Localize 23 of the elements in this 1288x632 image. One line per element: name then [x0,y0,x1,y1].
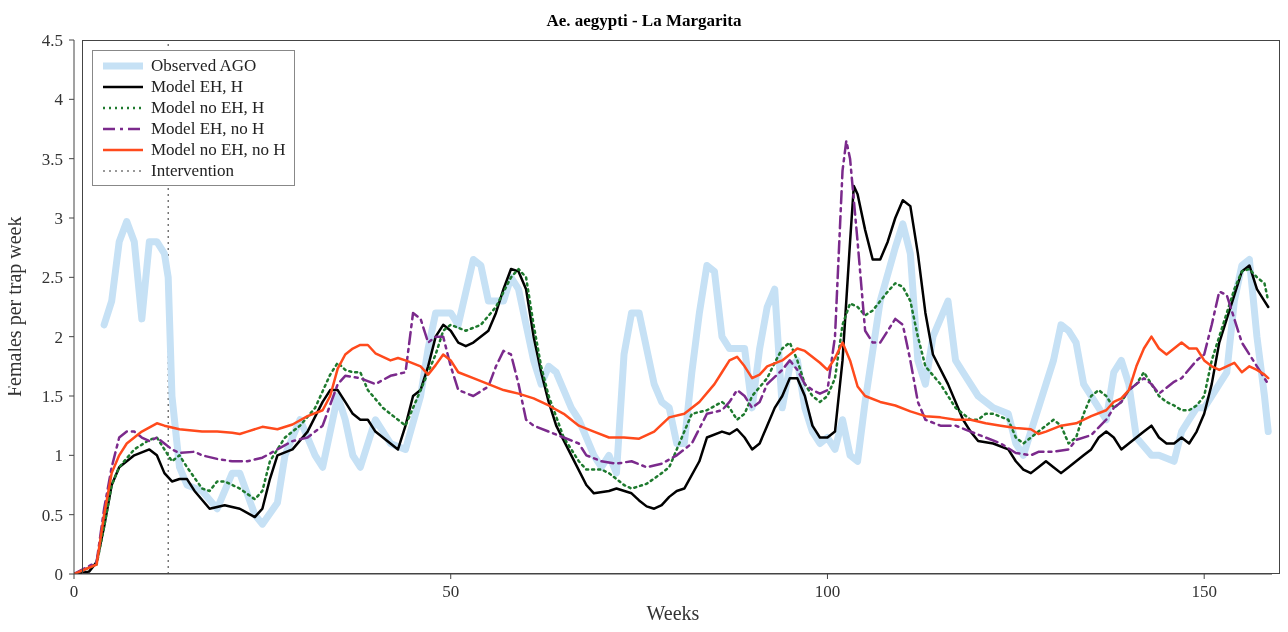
y-tick-label: 1.5 [41,387,63,407]
ref-line-label: Intervention [151,160,235,181]
legend-label: Model EH, no H [151,118,265,139]
y-axis-title: Females per trap week [3,216,27,397]
x-axis-title: Weeks [646,602,700,624]
y-tick-label: 4 [54,90,64,110]
y-tick-label: 3 [54,209,63,229]
y-tick-label: 0 [54,565,63,585]
y-tick-label: 2 [54,327,63,347]
chart-title: Ae. aegypti - La Margarita [546,11,742,30]
y-tick-label: 2.5 [41,268,63,288]
y-tick-label: 1 [54,446,63,466]
x-tick-label: 150 [1191,582,1217,602]
x-tick-label: 50 [442,582,460,602]
y-tick-label: 3.5 [41,149,63,169]
legend-label: Model no EH, H [151,97,265,118]
y-tick-label: 0.5 [41,505,63,525]
legend-label: Model EH, H [151,76,244,97]
y-tick-label: 4.5 [41,31,63,51]
legend-label: Observed AGO [151,55,257,76]
legend-label: Model no EH, no H [151,139,286,160]
x-tick-label: 100 [814,582,841,602]
x-tick-label: 0 [69,582,79,602]
